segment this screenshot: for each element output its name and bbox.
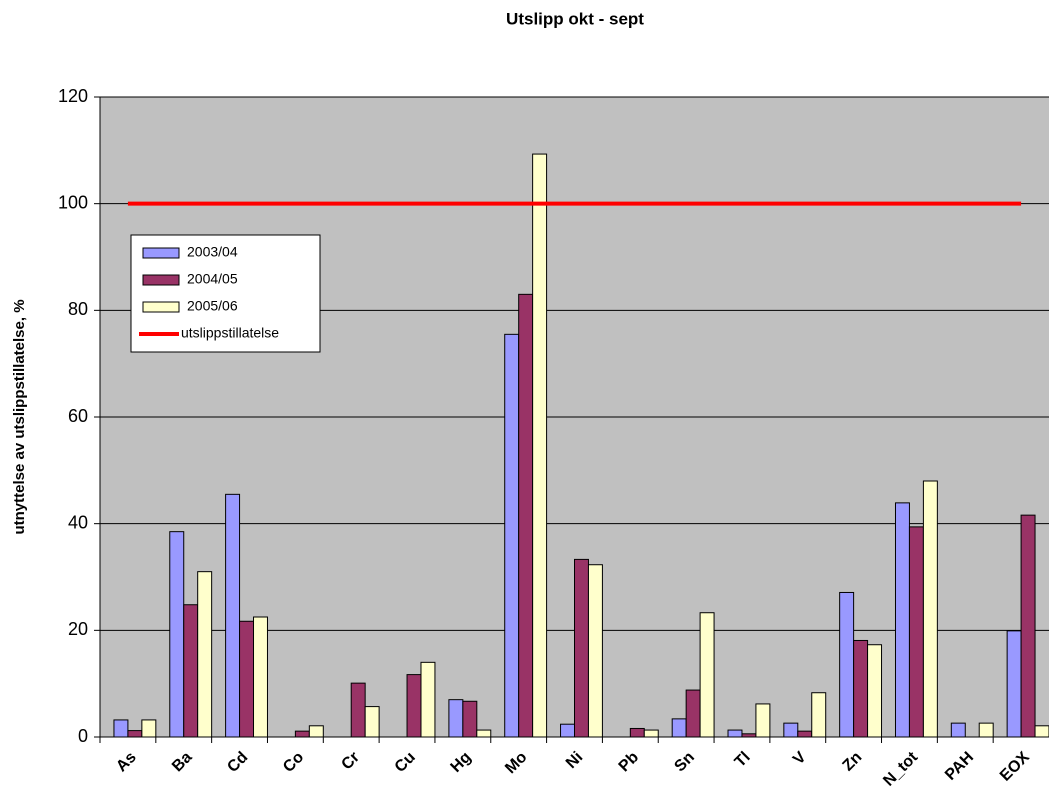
bar (908, 526, 924, 738)
bar (197, 571, 213, 738)
x-tick-label: As (113, 749, 140, 776)
y-tick-label: 120 (58, 86, 88, 106)
y-tick-label: 20 (68, 619, 88, 639)
bar (560, 723, 576, 738)
y-tick-label: 0 (78, 726, 88, 746)
bar (811, 692, 827, 738)
bar (406, 674, 422, 738)
bar (1006, 630, 1022, 738)
x-tick-label: N_tot (880, 748, 921, 789)
bar (671, 718, 687, 738)
bar (350, 682, 366, 738)
legend-label: utslippstillatelse (181, 325, 279, 341)
y-axis-label: utnyttelse av utslippstillatelse, % (11, 299, 28, 534)
y-tick-label: 80 (68, 299, 88, 319)
legend-swatch (142, 274, 180, 286)
y-tick-label: 100 (58, 192, 88, 212)
legend-swatch (142, 301, 180, 313)
legend-label: 2005/06 (187, 298, 238, 314)
bar (294, 730, 310, 738)
x-tick-label: Ba (169, 749, 196, 776)
bar (364, 706, 380, 738)
chart-title: Utslipp okt - sept (506, 9, 644, 28)
bar (741, 733, 757, 738)
bar (169, 531, 185, 738)
bar (518, 293, 534, 738)
bar (127, 730, 143, 738)
x-tick-label: EOX (997, 749, 1033, 785)
bar (420, 661, 436, 738)
x-tick-label: Zn (840, 749, 866, 775)
bar (141, 719, 157, 738)
x-tick-label: Cr (338, 749, 363, 774)
x-tick-label: Pb (616, 749, 643, 776)
legend-label: 2003/04 (187, 244, 238, 260)
bar (308, 725, 324, 738)
bar (574, 558, 589, 738)
bar (183, 604, 199, 738)
bar (950, 722, 966, 738)
bar (587, 564, 603, 738)
x-tick-label: Sn (671, 749, 697, 775)
x-tick-label: Ni (563, 749, 586, 772)
bar (476, 729, 492, 738)
x-tick-label: V (790, 749, 810, 769)
bar (629, 727, 645, 738)
x-tick-label: Tl (732, 749, 754, 771)
x-tick-label: PAH (942, 749, 977, 784)
bar (853, 639, 869, 738)
bar (867, 644, 883, 738)
bar (532, 153, 548, 738)
y-tick-label: 60 (68, 406, 88, 426)
bar (978, 722, 994, 738)
bar (699, 612, 715, 738)
y-tick-label: 40 (68, 512, 88, 532)
x-tick-label: Mo (502, 749, 531, 778)
bar (643, 729, 659, 738)
legend-swatch (142, 247, 180, 259)
bar (727, 729, 743, 738)
x-tick-label: Cd (224, 749, 251, 776)
bar (462, 700, 478, 738)
bar (253, 616, 268, 738)
bar (685, 689, 701, 738)
bar (783, 722, 799, 738)
legend-label: 2004/05 (187, 271, 238, 287)
bar (448, 699, 464, 738)
bar (239, 620, 255, 738)
bar (922, 480, 938, 738)
bar (894, 502, 910, 738)
bar (504, 333, 520, 738)
bar (1034, 725, 1049, 738)
x-tick-label: Hg (448, 749, 475, 776)
bar (797, 730, 813, 738)
x-tick-label: Cu (392, 749, 419, 776)
bar (113, 719, 129, 738)
bar (755, 703, 771, 738)
bar (225, 493, 241, 738)
x-tick-label: Co (280, 749, 307, 776)
bar (839, 591, 855, 738)
bar (1020, 514, 1036, 738)
